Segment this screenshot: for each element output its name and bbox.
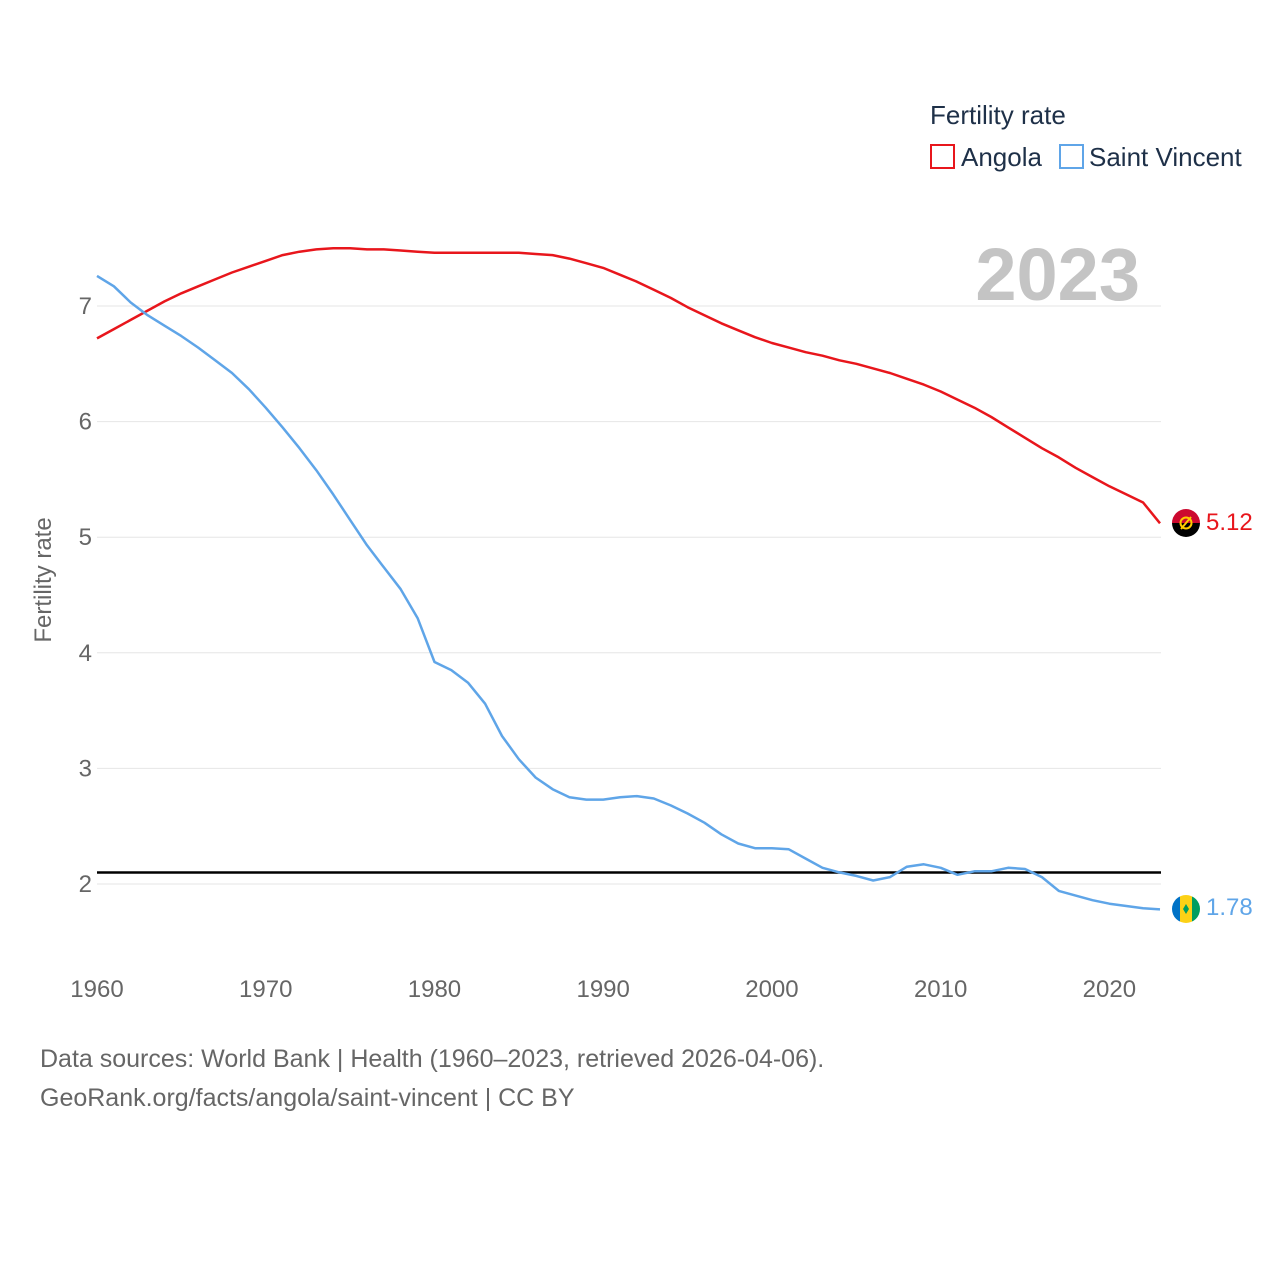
current-year-label: 2023 xyxy=(975,233,1140,316)
footer-link[interactable]: GeoRank.org/facts/angola/saint-vincent |… xyxy=(40,1084,575,1112)
y-tick-label: 2 xyxy=(79,871,92,898)
x-tick-label: 1970 xyxy=(239,976,292,1003)
angola-flag-icon xyxy=(1172,509,1200,537)
x-tick-label: 2000 xyxy=(745,976,798,1003)
x-tick-label: 1990 xyxy=(576,976,629,1003)
y-tick-label: 6 xyxy=(79,409,92,436)
y-tick-label: 7 xyxy=(79,293,92,320)
x-tick-label: 2020 xyxy=(1083,976,1136,1003)
series-lines xyxy=(96,246,1161,911)
x-tick-label: 1980 xyxy=(408,976,461,1003)
gridlines xyxy=(97,305,1161,885)
y-axis-label: Fertility rate xyxy=(30,517,57,642)
series-line-angola xyxy=(96,246,1161,525)
legend-label-angola[interactable]: Angola xyxy=(961,142,1042,172)
y-tick-label: 5 xyxy=(79,524,92,551)
y-tick-label: 4 xyxy=(79,640,92,667)
legend-swatch-saint-vincent[interactable] xyxy=(1059,144,1084,169)
legend-swatch-angola[interactable] xyxy=(930,144,955,169)
y-tick-label: 3 xyxy=(79,755,92,782)
fertility-rate-chart: 2 3 4 5 6 7 1960 1970 1980 1990 2000 2010 2020 Fert… xyxy=(30,100,1253,1003)
saint-vincent-end-marker: 1.78 xyxy=(1172,894,1253,923)
angola-end-value: 5.12 xyxy=(1206,509,1253,536)
legend: Fertility rate Angola Saint Vincent xyxy=(930,100,1243,172)
y-axis-ticks: 2 3 4 5 6 7 xyxy=(79,293,92,898)
saint-vincent-flag-icon xyxy=(1172,895,1200,923)
x-tick-label: 2010 xyxy=(914,976,967,1003)
saint-vincent-end-value: 1.78 xyxy=(1206,894,1253,921)
footer-sources: Data sources: World Bank | Health (1960–… xyxy=(40,1045,825,1073)
legend-title: Fertility rate xyxy=(930,100,1066,130)
angola-end-marker: 5.12 xyxy=(1172,509,1253,537)
series-line-saint-vincent xyxy=(96,274,1161,911)
x-tick-label: 1960 xyxy=(70,976,123,1003)
x-axis-ticks: 1960 1970 1980 1990 2000 2010 2020 xyxy=(70,976,1136,1003)
legend-label-saint-vincent[interactable]: Saint Vincent xyxy=(1089,142,1243,172)
